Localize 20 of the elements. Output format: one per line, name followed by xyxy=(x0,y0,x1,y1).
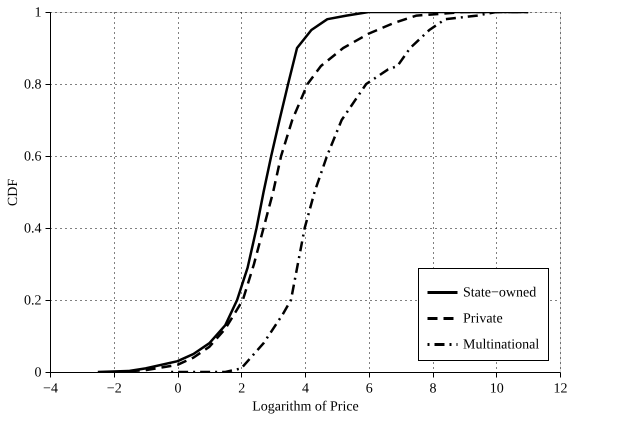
y-tick-label: 1 xyxy=(34,6,42,20)
x-tick-label: 2 xyxy=(238,382,246,396)
x-tick-label: −4 xyxy=(43,382,58,396)
y-tick-label: 0.8 xyxy=(24,78,42,92)
legend-label: Private xyxy=(463,312,503,326)
legend-label: Multinational xyxy=(463,338,540,352)
x-tick-label: 10 xyxy=(490,382,504,396)
x-tick-label: −2 xyxy=(106,382,122,396)
y-tick-label: 0.2 xyxy=(24,294,42,308)
x-tick-label: 12 xyxy=(554,382,568,396)
legend-label: State−owned xyxy=(463,286,536,300)
y-tick-label: 0 xyxy=(34,366,42,380)
x-tick-label: 6 xyxy=(366,382,373,396)
y-tick-label: 0.4 xyxy=(24,222,42,236)
x-tick-label: 4 xyxy=(302,382,309,396)
x-tick-label: 0 xyxy=(174,382,182,396)
y-tick-label: 0.6 xyxy=(24,150,42,164)
x-tick-label: 8 xyxy=(430,382,436,396)
x-axis-title: Logarithm of Price xyxy=(252,400,359,414)
y-axis-title: CDF xyxy=(6,178,21,206)
